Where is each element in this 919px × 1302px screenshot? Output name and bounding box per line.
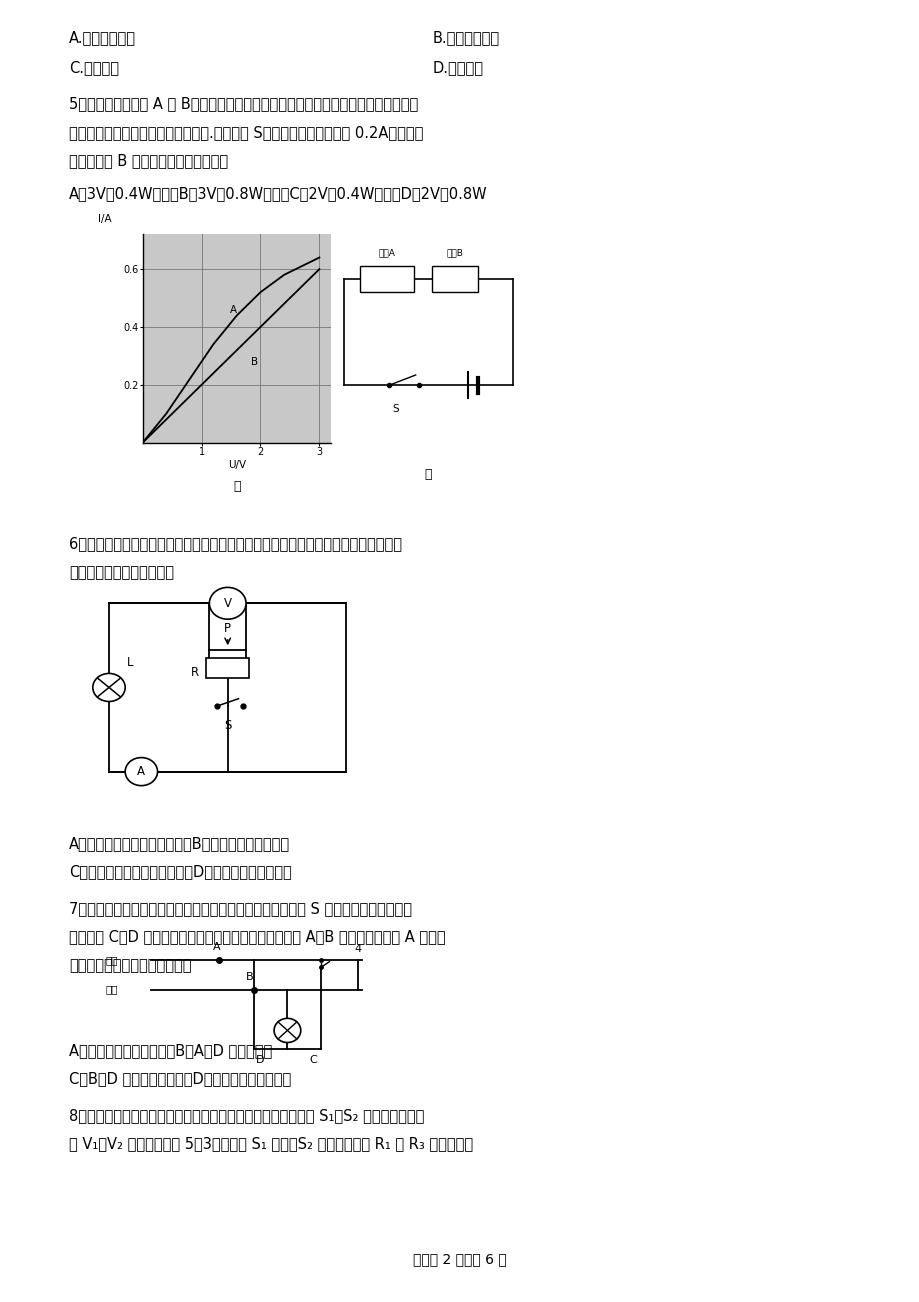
Text: C．B、D 两点间断路　　　D．灯头内两接线柱短路: C．B、D 两点间断路 D．灯头内两接线柱短路 [69, 1072, 291, 1087]
Text: 6．如图所示电路，电源电压保持不变，闭合开关后，滑动变阻器滑片从左向右移动的: 6．如图所示电路，电源电压保持不变，闭合开关后，滑动变阻器滑片从左向右移动的 [69, 536, 402, 552]
Text: A．3V，0.4W　　　B．3V，0.8W　　　C．2V，0.4W　　　D．2V，0.8W: A．3V，0.4W B．3V，0.8W C．2V，0.4W D．2V，0.8W [69, 186, 487, 202]
Text: A.延长使用寿命: A.延长使用寿命 [69, 30, 136, 46]
Text: 5．有两个电路元件 A 和 B，流过元件的电流与其两端电压的关系如图（甲）所示，把: 5．有两个电路元件 A 和 B，流过元件的电流与其两端电压的关系如图（甲）所示，… [69, 96, 418, 112]
Text: 它们串联在电路中，如图（乙）所示.闭合开关 S，这时电路中的电流为 0.2A，则电源: 它们串联在电路中，如图（乙）所示.闭合开关 S，这时电路中的电流为 0.2A，则… [69, 125, 423, 141]
Text: 7．如图是家庭电路的一部分，电工检修照明电路时发现开关 S 闭合后灯不亮，现用测: 7．如图是家庭电路的一部分，电工检修照明电路时发现开关 S 闭合后灯不亮，现用测 [69, 901, 412, 917]
Text: 电压和元件 B 的电功率分别是（　　）: 电压和元件 B 的电功率分别是（ ） [69, 154, 228, 169]
Text: 电笔去测 C、D 两点时，发现氖管均发光，用测电笔去测 A、B 两点时，只有测 A 点时氖: 电笔去测 C、D 两点时，发现氖管均发光，用测电笔去测 A、B 两点时，只有测 … [69, 930, 445, 945]
Text: A．电流表示数逐渐变大　　　B．电压表示数逐渐变小: A．电流表示数逐渐变大 B．电压表示数逐渐变小 [69, 836, 289, 852]
Text: A．火线与零线相碰　　　B．A、D 两点间断路: A．火线与零线相碰 B．A、D 两点间断路 [69, 1043, 272, 1059]
Text: D.节约用电: D.节约用电 [432, 60, 482, 76]
Text: 表 V₁、V₂ 的示数之比为 5：3；当开关 S₁ 闭合、S₂ 断开时，电阻 R₁ 与 R₃ 消耗的电功: 表 V₁、V₂ 的示数之比为 5：3；当开关 S₁ 闭合、S₂ 断开时，电阻 R… [69, 1137, 472, 1152]
Text: 过程中，下列说法正确的是: 过程中，下列说法正确的是 [69, 565, 174, 581]
Text: C．电灯的亮度逐渐增强　　　D．电路总功率逐渐变大: C．电灯的亮度逐渐增强 D．电路总功率逐渐变大 [69, 865, 291, 880]
Text: B.使其正常工作: B.使其正常工作 [432, 30, 499, 46]
Text: 试卷第 2 页，总 6 页: 试卷第 2 页，总 6 页 [413, 1253, 506, 1267]
Text: 8．　在如图所示的电路中，电源两端的电压保持不变，当开关 S₁、S₂ 都闭合时，电压: 8． 在如图所示的电路中，电源两端的电压保持不变，当开关 S₁、S₂ 都闭合时，… [69, 1108, 424, 1124]
Text: C.防止触电: C.防止触电 [69, 60, 119, 76]
Text: 管发光，那么故障原因是（　）: 管发光，那么故障原因是（ ） [69, 958, 191, 974]
